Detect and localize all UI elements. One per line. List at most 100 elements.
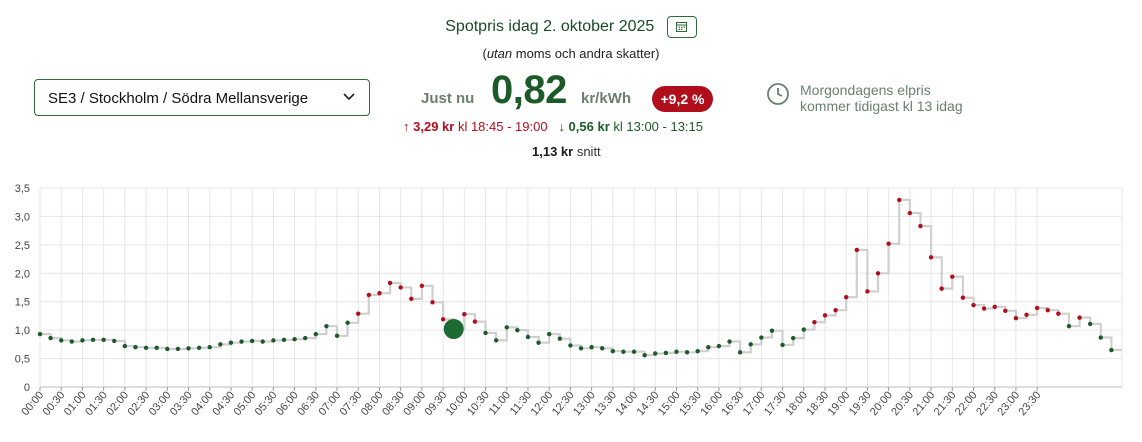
price-point xyxy=(759,335,764,340)
price-point xyxy=(387,280,393,286)
price-point xyxy=(472,319,478,324)
price-point xyxy=(557,336,562,341)
price-point xyxy=(525,334,531,340)
price-point xyxy=(939,286,944,291)
x-tick-label: 12:00 xyxy=(529,389,556,418)
price-point xyxy=(366,292,372,298)
y-tick-label: 2,5 xyxy=(15,240,30,252)
price-point xyxy=(801,327,806,332)
price-point xyxy=(546,331,552,337)
x-tick-label: 00:30 xyxy=(41,389,68,418)
x-tick-label: 03:30 xyxy=(168,389,195,418)
price-point xyxy=(37,331,43,337)
x-tick-label: 05:30 xyxy=(253,389,280,418)
price-point xyxy=(769,328,775,333)
price-point xyxy=(897,197,902,203)
x-tick-label: 22:00 xyxy=(953,389,980,418)
x-tick-label: 21:00 xyxy=(910,389,937,418)
x-tick-label: 01:30 xyxy=(83,389,110,418)
x-tick-label: 04:30 xyxy=(210,389,237,418)
price-point xyxy=(568,343,573,348)
current-price-value: 0,82 xyxy=(491,68,567,112)
x-tick-label: 06:30 xyxy=(295,389,322,418)
price-point xyxy=(90,337,96,343)
price-point xyxy=(1087,321,1093,327)
price-point xyxy=(398,285,403,290)
tomorrow-note: Morgondagens elpris kommer tidigast kl 1… xyxy=(766,82,963,114)
region-select[interactable]: SE3 / Stockholm / Södra Mellansverige xyxy=(34,79,370,116)
tomorrow-note-line2: kommer tidigast kl 13 idag xyxy=(800,98,963,114)
tomorrow-note-line1: Morgondagens elpris xyxy=(800,82,931,98)
arrow-down-icon: ↓ xyxy=(558,119,565,134)
price-point xyxy=(854,247,860,253)
price-point xyxy=(504,325,509,330)
current-price-label: Just nu xyxy=(421,90,475,107)
x-tick-label: 17:30 xyxy=(762,389,789,418)
price-point xyxy=(833,308,838,313)
price-point xyxy=(578,346,584,351)
price-point xyxy=(695,348,700,354)
price-point xyxy=(886,241,891,246)
chevron-down-icon xyxy=(343,93,355,101)
calendar-button[interactable] xyxy=(666,16,697,38)
price-point xyxy=(812,319,817,325)
price-point xyxy=(950,274,955,279)
x-tick-label: 10:00 xyxy=(444,389,471,418)
price-point xyxy=(207,345,212,350)
price-point xyxy=(981,306,987,311)
price-point xyxy=(271,338,276,343)
y-tick-label: 1,0 xyxy=(15,325,30,337)
x-tick-label: 23:30 xyxy=(1017,389,1044,418)
price-point xyxy=(631,349,637,354)
x-tick-label: 08:00 xyxy=(359,389,386,418)
x-tick-label: 04:00 xyxy=(189,389,216,418)
price-point xyxy=(960,295,966,300)
price-point xyxy=(1034,305,1040,311)
price-point xyxy=(430,300,435,305)
min-price-value: 0,56 kr xyxy=(568,119,610,134)
calendar-icon xyxy=(675,22,687,32)
price-point xyxy=(419,283,425,288)
price-point xyxy=(1045,308,1050,313)
price-point xyxy=(228,340,234,345)
price-point xyxy=(101,337,106,343)
x-tick-label: 15:00 xyxy=(656,389,683,418)
x-tick-label: 08:30 xyxy=(380,389,407,418)
price-point xyxy=(865,289,870,294)
x-tick-label: 14:30 xyxy=(635,389,662,418)
x-tick-label: 18:30 xyxy=(804,389,831,418)
x-tick-label: 09:30 xyxy=(423,389,450,418)
price-point xyxy=(143,345,149,350)
x-tick-label: 13:00 xyxy=(571,389,598,418)
price-point xyxy=(918,223,923,229)
x-tick-label: 20:30 xyxy=(889,389,916,418)
price-point xyxy=(737,350,743,355)
price-point xyxy=(462,312,467,317)
x-tick-label: 07:00 xyxy=(316,389,343,418)
price-point xyxy=(133,345,138,350)
price-point xyxy=(313,331,319,337)
price-chart: 00,51,01,52,02,53,03,500:0000:3001:0001:… xyxy=(15,183,1123,418)
y-tick-label: 0,5 xyxy=(15,354,30,366)
price-point xyxy=(642,352,647,358)
tax-note: (utan moms och andra skatter) xyxy=(482,46,660,61)
x-tick-label: 10:30 xyxy=(465,389,492,418)
price-point xyxy=(281,337,287,343)
price-point xyxy=(716,343,722,349)
price-point xyxy=(1066,323,1072,329)
price-point xyxy=(1024,312,1029,317)
y-tick-label: 1,5 xyxy=(15,297,30,309)
price-point xyxy=(218,342,223,347)
y-tick-label: 0 xyxy=(24,382,30,394)
price-point xyxy=(536,340,541,345)
price-point xyxy=(674,349,679,354)
max-price-time: kl 18:45 - 19:00 xyxy=(457,119,548,134)
price-extremes: ↑ 3,29 kr kl 18:45 - 19:00 ↓ 0,56 kr kl … xyxy=(403,119,703,134)
price-point xyxy=(122,343,128,349)
y-tick-label: 3,0 xyxy=(15,211,30,223)
price-point xyxy=(621,349,626,354)
price-point xyxy=(663,350,669,356)
min-price-time: kl 13:00 - 13:15 xyxy=(613,119,703,134)
clock-icon xyxy=(767,83,789,105)
arrow-up-icon: ↑ xyxy=(403,119,410,134)
